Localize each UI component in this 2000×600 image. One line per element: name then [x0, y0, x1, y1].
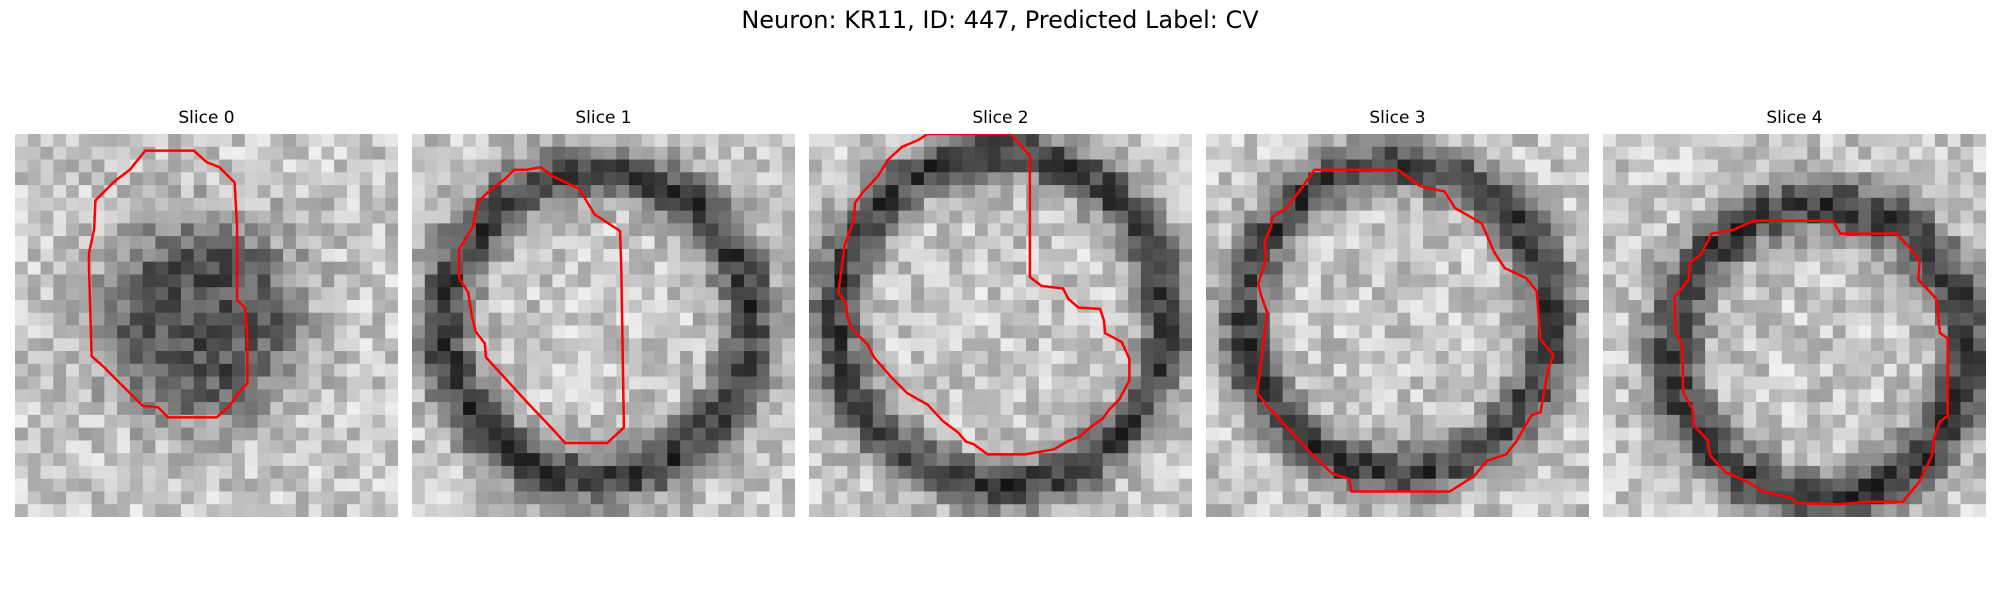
slice-image: [1603, 134, 1986, 517]
grayscale-pixels: [809, 134, 1192, 517]
slice-title: Slice 2: [809, 108, 1192, 128]
slice-image: [1206, 134, 1589, 517]
slice-title: Slice 4: [1603, 108, 1986, 128]
slice-panel-2: Slice 2: [809, 108, 1192, 518]
slice-panel-0: Slice 0: [15, 108, 398, 518]
slice-image: [412, 134, 795, 517]
grayscale-pixels: [15, 134, 398, 517]
grayscale-pixels: [412, 134, 795, 517]
grayscale-pixels: [1206, 134, 1589, 517]
slice-panel-4: Slice 4: [1603, 108, 1986, 518]
slice-image: [15, 134, 398, 517]
slice-title: Slice 1: [412, 108, 795, 128]
slice-title: Slice 3: [1206, 108, 1589, 128]
slice-panel-3: Slice 3: [1206, 108, 1589, 518]
slice-title: Slice 0: [15, 108, 398, 128]
slice-image: [809, 134, 1192, 517]
slice-panel-1: Slice 1: [412, 108, 795, 518]
grayscale-pixels: [1603, 134, 1986, 517]
figure-title: Neuron: KR11, ID: 447, Predicted Label: …: [0, 6, 2000, 34]
